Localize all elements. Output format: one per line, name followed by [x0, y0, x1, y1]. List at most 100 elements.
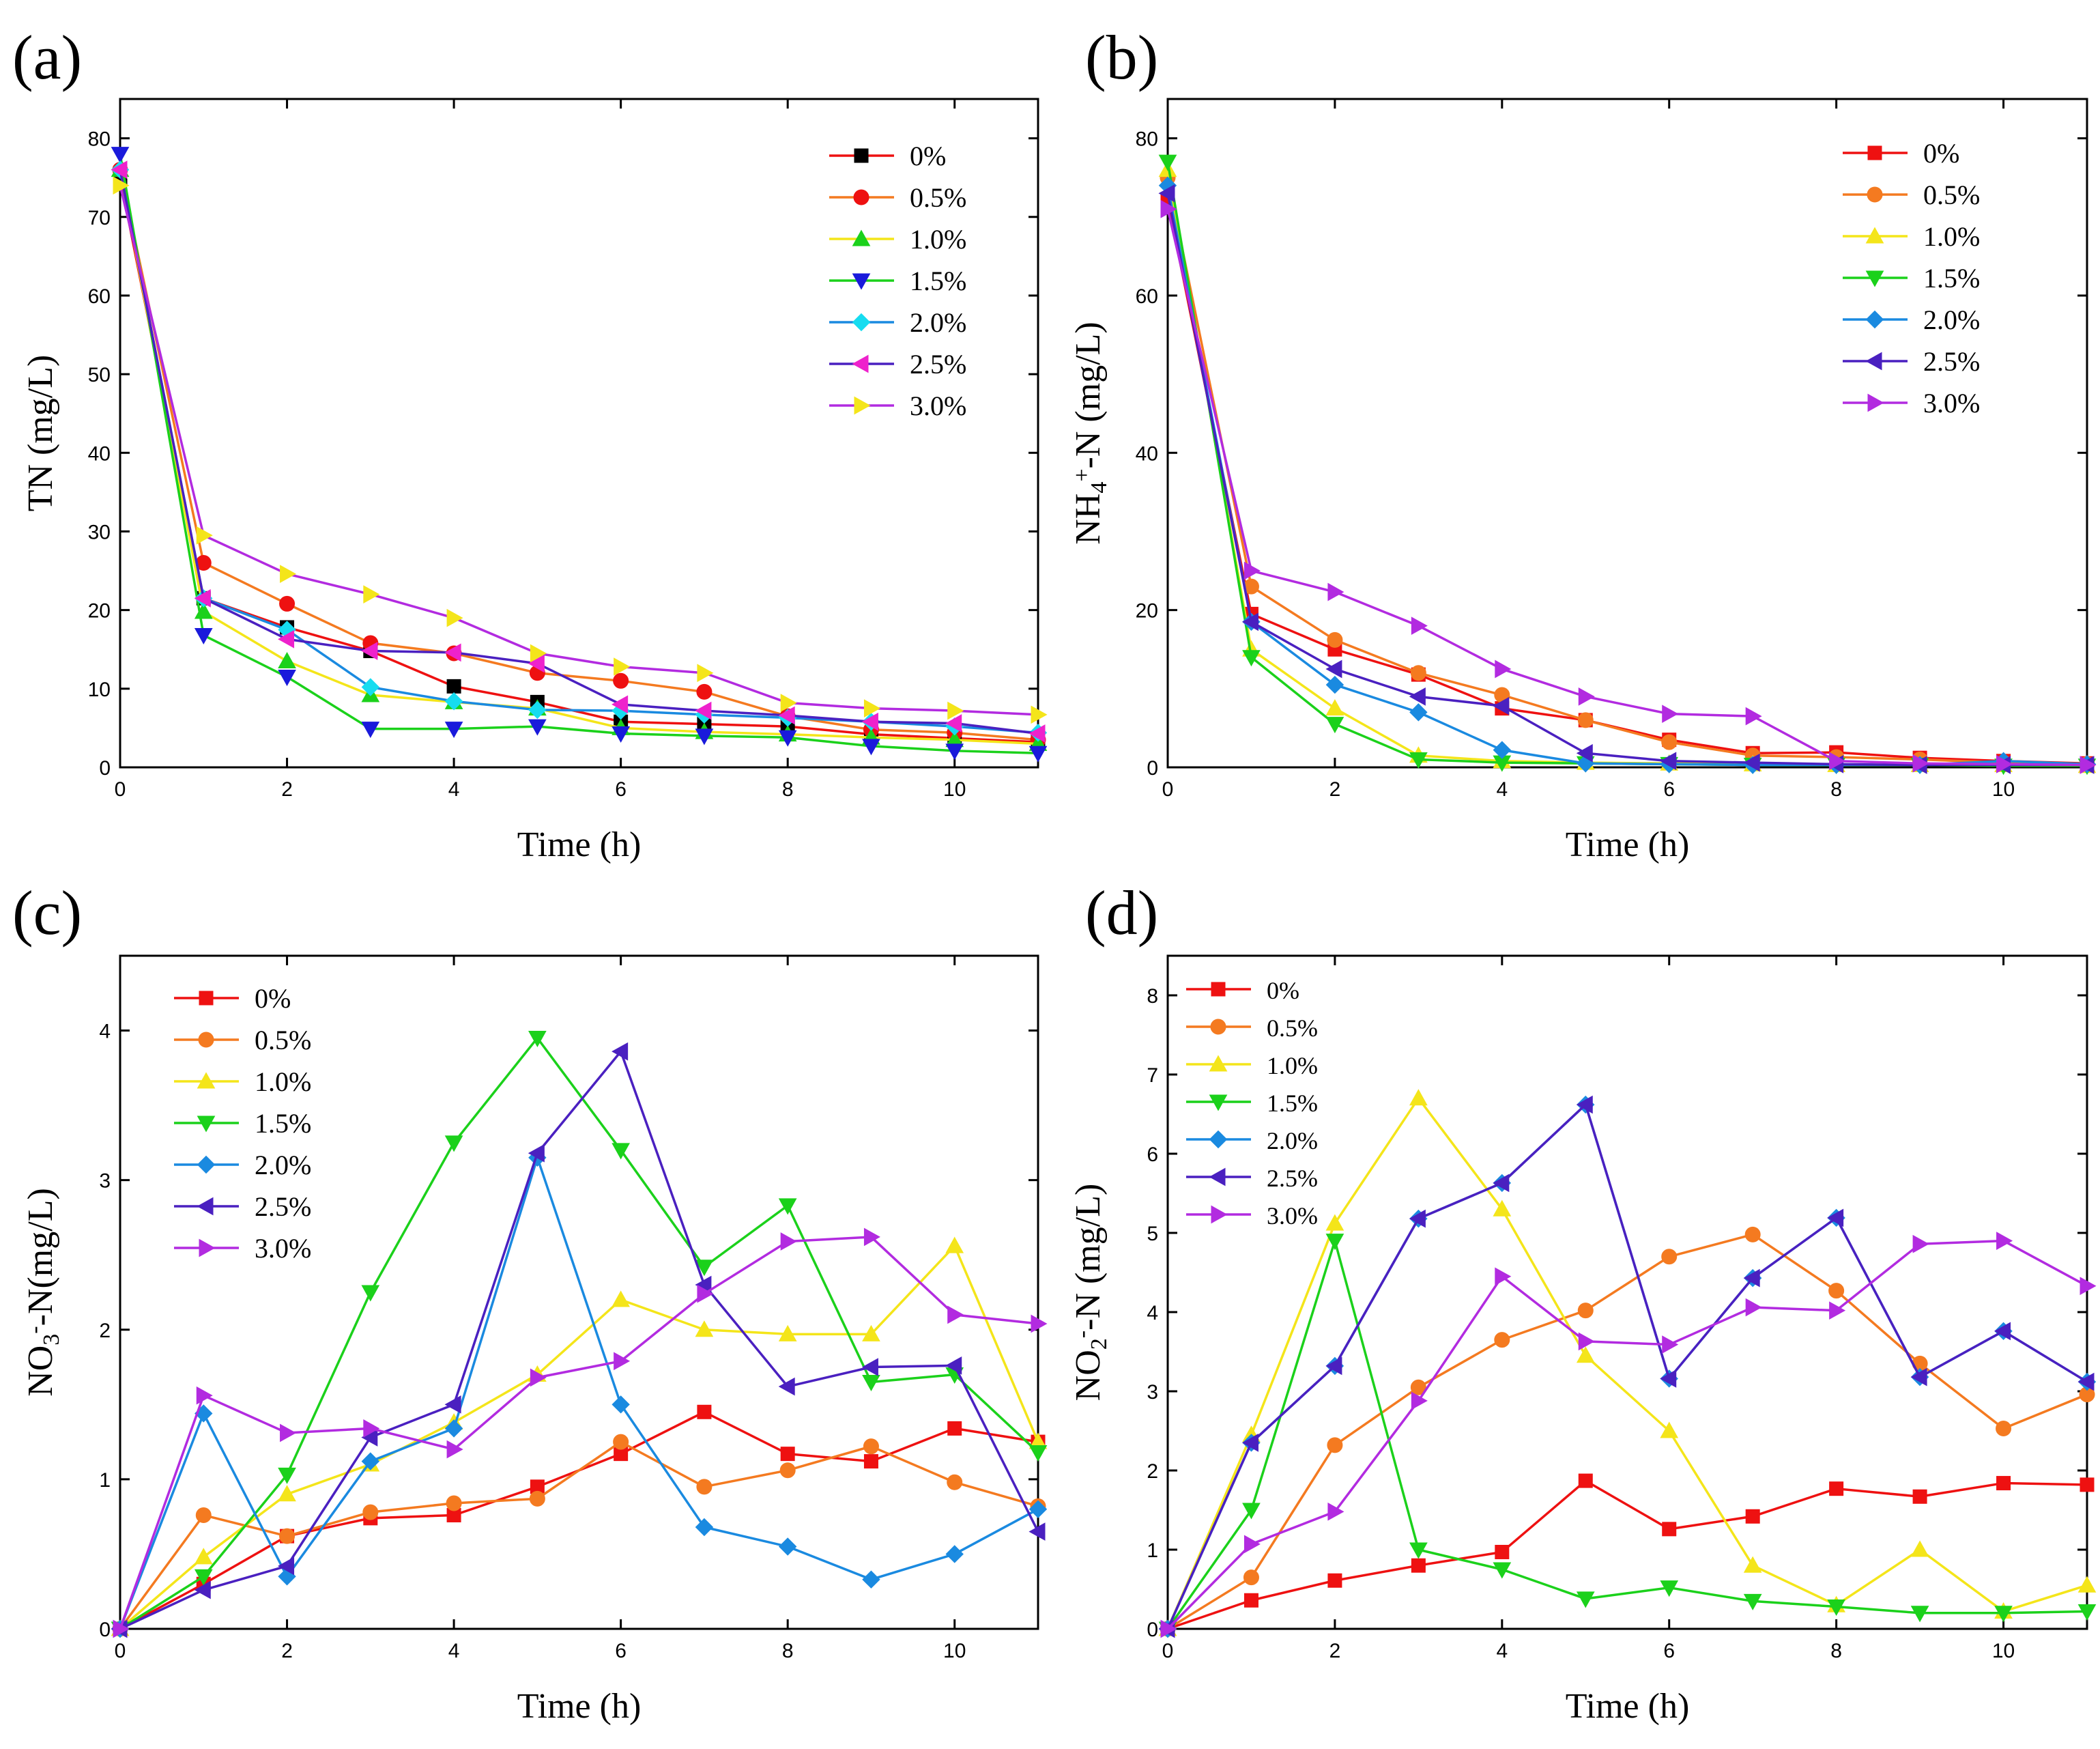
data-point: [1827, 1599, 1845, 1617]
x-tick-label: 10: [1992, 1640, 2015, 1662]
data-point: [947, 1474, 963, 1490]
y-tick-label: 0: [1147, 1619, 1158, 1641]
data-point: [612, 1143, 630, 1160]
data-point: [613, 672, 629, 689]
legend-label: 1.5%: [1923, 263, 1980, 294]
data-point: [362, 1504, 379, 1520]
data-point: [444, 1395, 461, 1414]
y-tick-label: 1: [99, 1469, 111, 1492]
data-point: [1411, 1391, 1428, 1410]
data-point: [1325, 659, 1342, 679]
legend-label: 3.0%: [1923, 388, 1980, 418]
data-point: [1241, 1434, 1258, 1452]
data-point: [862, 739, 880, 756]
legend-marker: [1865, 227, 1884, 244]
data-point: [1327, 1502, 1344, 1521]
series-line: [1166, 1103, 2088, 1630]
data-point: [1325, 1234, 1344, 1251]
series-line: [1166, 1097, 2088, 1630]
legend-marker: [1211, 1205, 1228, 1224]
y-axis-label-part: 2: [1087, 1338, 1112, 1350]
x-axis-label: Time (h): [517, 825, 642, 864]
data-point: [1410, 665, 1426, 681]
legend-marker: [1865, 310, 1884, 329]
data-point: [1029, 1500, 1048, 1518]
x-tick-label: 0: [1162, 1640, 1174, 1662]
legend-marker: [854, 148, 869, 163]
data-point: [1410, 1379, 1426, 1395]
series-line: [119, 154, 1039, 755]
data-point: [1325, 675, 1344, 694]
legend-marker: [199, 991, 214, 1006]
data-point: [446, 679, 461, 694]
legend-marker: [1211, 982, 1226, 997]
data-point: [528, 1143, 545, 1163]
legend-marker: [1867, 145, 1882, 160]
data-point: [695, 728, 714, 745]
legend-label: 3.0%: [910, 390, 966, 421]
y-tick-label: 50: [88, 364, 111, 386]
data-point: [778, 706, 795, 725]
x-tick-label: 10: [1992, 778, 2015, 801]
x-tick-label: 0: [115, 778, 126, 801]
data-point: [1409, 1209, 1426, 1228]
data-point: [1409, 752, 1428, 769]
data-point: [614, 1352, 631, 1371]
y-tick-label: 3: [1147, 1381, 1158, 1404]
x-tick-label: 4: [1496, 778, 1508, 801]
y-axis-label: TN (mg/L): [21, 355, 60, 512]
data-point: [863, 1438, 879, 1455]
data-point: [1829, 1301, 1846, 1320]
series-2-5pct: [1158, 1095, 2095, 1638]
data-point: [1660, 1580, 1679, 1597]
legend-label: 0.5%: [255, 1025, 311, 1055]
series-line: [119, 1440, 1039, 1630]
data-point: [278, 651, 296, 669]
series-line: [119, 185, 1039, 716]
y-tick-label: 4: [1147, 1302, 1158, 1324]
data-point: [195, 1507, 212, 1523]
series-line: [1166, 1239, 2088, 1630]
series-0-5pct: [1160, 169, 2095, 772]
y-tick-label: 5: [1147, 1223, 1158, 1245]
data-point: [1661, 1249, 1678, 1265]
data-point: [945, 1545, 964, 1563]
y-tick-label: 0: [99, 1619, 111, 1641]
panel-label: (c): [12, 878, 82, 948]
data-point: [1662, 705, 1679, 724]
data-point: [1031, 705, 1048, 724]
x-axis-label: Time (h): [1566, 1687, 1690, 1726]
legend-label: 2.0%: [255, 1150, 311, 1180]
data-point: [1829, 1481, 1844, 1496]
legend-marker: [1209, 1167, 1226, 1186]
series-line: [119, 169, 1039, 735]
x-axis-label: Time (h): [517, 1687, 642, 1726]
data-point: [1578, 687, 1595, 706]
data-point: [1327, 1437, 1343, 1453]
data-point: [1241, 612, 1258, 631]
series-line: [119, 177, 1039, 743]
data-point: [695, 1260, 714, 1277]
y-tick-label: 30: [88, 521, 111, 543]
x-tick-label: 10: [943, 778, 966, 801]
y-tick-label: 40: [1136, 442, 1158, 465]
y-tick-label: 80: [88, 128, 111, 151]
data-point: [945, 1356, 962, 1375]
data-point: [695, 701, 712, 720]
data-point: [361, 1452, 380, 1470]
data-point: [1743, 1556, 1762, 1573]
data-point: [863, 699, 880, 717]
series-line: [1167, 1233, 2088, 1630]
legend-label: 1.0%: [910, 224, 966, 255]
y-tick-label: 0: [99, 757, 111, 780]
series-line: [1166, 208, 2088, 767]
data-point: [695, 1518, 714, 1537]
data-point: [1744, 1226, 1761, 1242]
data-point: [614, 657, 631, 676]
y-axis-label-part: NO: [21, 1346, 60, 1397]
data-point: [194, 1580, 211, 1599]
data-point: [1243, 561, 1261, 580]
data-point: [194, 1569, 213, 1586]
data-point: [1576, 1591, 1595, 1608]
data-point: [1578, 1473, 1593, 1488]
